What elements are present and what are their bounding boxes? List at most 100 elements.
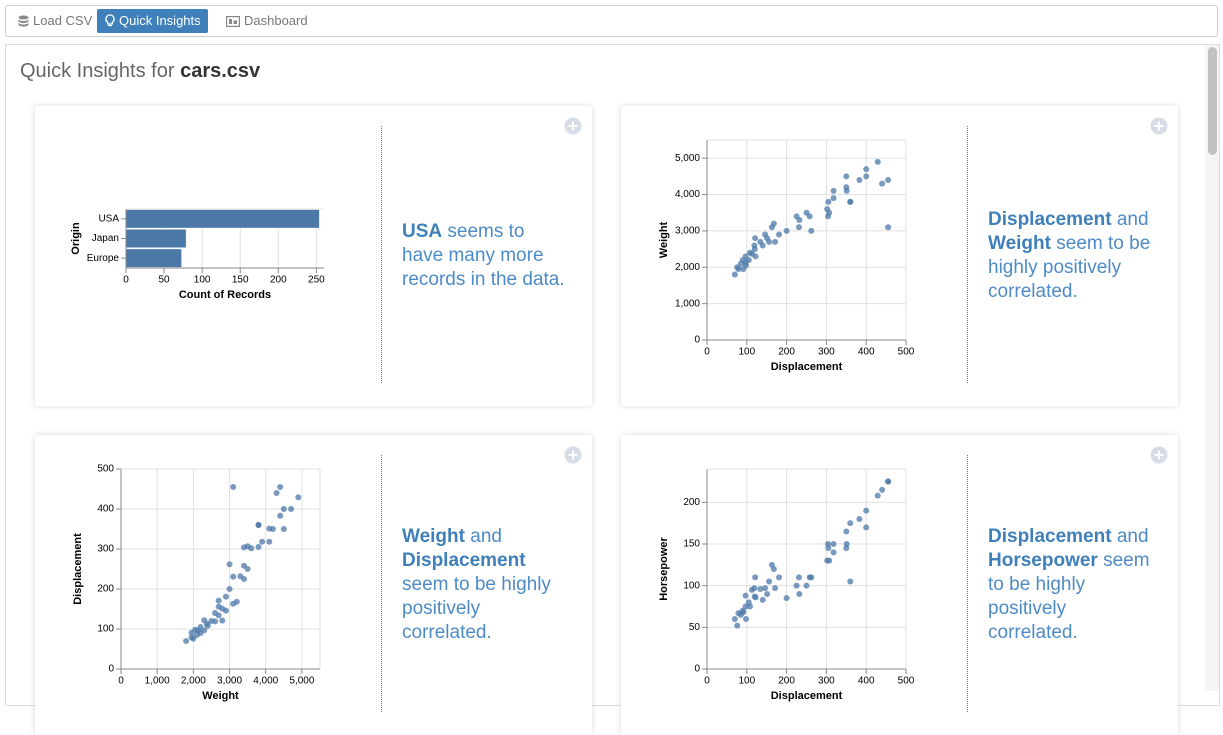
point: [885, 177, 892, 183]
x-tick-label: 5,000: [289, 676, 314, 687]
point: [277, 512, 284, 519]
add-plus: [1154, 121, 1164, 131]
point: [772, 585, 779, 592]
y-tick-label: 5,000: [675, 153, 700, 164]
insight-emphasis: Displacement: [988, 209, 1112, 230]
point: [183, 638, 190, 644]
insight-emphasis: Horsepower: [988, 550, 1098, 571]
point: [847, 578, 854, 585]
x-tick-label: 1,000: [145, 676, 170, 687]
point: [783, 227, 790, 234]
point: [197, 624, 204, 630]
insight-phrase: seem to be highly positively correlated.: [402, 574, 551, 643]
point: [266, 538, 273, 545]
point: [795, 574, 802, 581]
insight-text: Displacement and Horsepower seem to be h…: [988, 435, 1156, 735]
y-tick-label: 4,000: [675, 189, 700, 200]
point: [847, 520, 854, 527]
add-button[interactable]: [1150, 446, 1168, 464]
x-tick-label: 200: [778, 347, 795, 358]
add-button[interactable]: [564, 117, 582, 135]
point: [803, 582, 810, 589]
title-prefix: Quick Insights for: [20, 60, 175, 82]
point: [743, 616, 750, 622]
insight-emphasis: Displacement: [988, 526, 1112, 547]
insight-text: Displacement and Weight seem to be highl…: [988, 106, 1156, 406]
x-tick-label: 4,000: [253, 676, 278, 687]
insight-emphasis: USA: [402, 221, 443, 242]
nav-tab[interactable]: Load CSV: [10, 9, 99, 33]
page-title: Quick Insights for cars.csv: [20, 60, 260, 83]
divider: [967, 126, 968, 383]
y-tick-label: 100: [97, 624, 114, 635]
point: [743, 262, 750, 269]
x-tick-label: 150: [232, 275, 249, 286]
point: [772, 238, 779, 245]
x-tick-label: 500: [898, 347, 915, 358]
insight-paragraph: Weight and Displacement seem to be highl…: [402, 525, 570, 645]
insight-paragraph: USA seems to have many more records in t…: [402, 220, 570, 292]
x-tick-label: 0: [704, 347, 710, 358]
point: [843, 541, 850, 547]
insight-paragraph: Displacement and Horsepower seem to be h…: [988, 525, 1156, 645]
y-tick-label: 200: [97, 584, 114, 595]
scroll-thumb[interactable]: [1208, 47, 1217, 155]
x-tick-label: 100: [738, 676, 755, 687]
add-button[interactable]: [1150, 117, 1168, 135]
point: [752, 574, 759, 581]
insight-text: USA seems to have many more records in t…: [402, 106, 570, 406]
y-tick-label: 2,000: [675, 262, 700, 273]
point: [731, 616, 738, 622]
point: [825, 198, 832, 205]
y-axis-title: Horsepower: [658, 536, 670, 600]
point: [863, 524, 870, 531]
chart: 0 100 200 300 400 500 0 1,000 2,000 3,000 4,000 5,0…: [658, 139, 915, 373]
point: [219, 617, 226, 624]
add-plus: [568, 450, 578, 460]
point: [751, 246, 758, 253]
y-tick-label: 3,000: [675, 226, 700, 237]
insight-text: Weight and Displacement seem to be highl…: [402, 435, 570, 735]
point: [241, 562, 248, 569]
point: [259, 538, 266, 545]
point: [277, 484, 284, 490]
scrollbar[interactable]: [1205, 45, 1219, 691]
nav-tab[interactable]: Dashboard: [218, 9, 315, 33]
point: [731, 271, 738, 278]
point: [783, 595, 790, 602]
point: [808, 227, 815, 234]
point: [856, 516, 863, 522]
point: [222, 593, 229, 600]
point: [796, 591, 803, 597]
point: [757, 586, 764, 592]
point: [843, 528, 850, 535]
point: [742, 603, 749, 610]
point: [752, 235, 759, 242]
insight-card: 0 100 200 300 400 500 0 1,000 2,000 3,000 4,000 5,0…: [621, 106, 1178, 406]
tab-label: Dashboard: [244, 13, 308, 28]
x-tick-label: 400: [858, 347, 875, 358]
point: [874, 492, 881, 499]
point: [230, 573, 237, 580]
chart: 0 100 200 300 400 500 0 50 100 150 200 Displacement…: [658, 468, 915, 702]
insight-phrase: seem to be highly positively correlated.: [988, 550, 1150, 643]
point: [764, 591, 771, 597]
point: [806, 213, 813, 220]
point: [746, 603, 753, 610]
point: [776, 574, 783, 581]
point: [751, 585, 758, 592]
add-button[interactable]: [564, 446, 582, 464]
tab-label: Load CSV: [33, 13, 93, 28]
bar: [125, 229, 187, 248]
insight-phrase: and: [1116, 209, 1149, 230]
point: [843, 173, 850, 180]
nav-tab[interactable]: Quick Insights: [97, 9, 208, 33]
x-tick-label: 100: [738, 347, 755, 358]
point: [830, 187, 837, 194]
insight-phrase: and: [470, 526, 502, 547]
point: [215, 603, 222, 610]
x-tick-label: 250: [308, 275, 325, 286]
point: [856, 177, 863, 183]
point: [879, 486, 886, 493]
x-tick-label: 50: [159, 275, 171, 286]
